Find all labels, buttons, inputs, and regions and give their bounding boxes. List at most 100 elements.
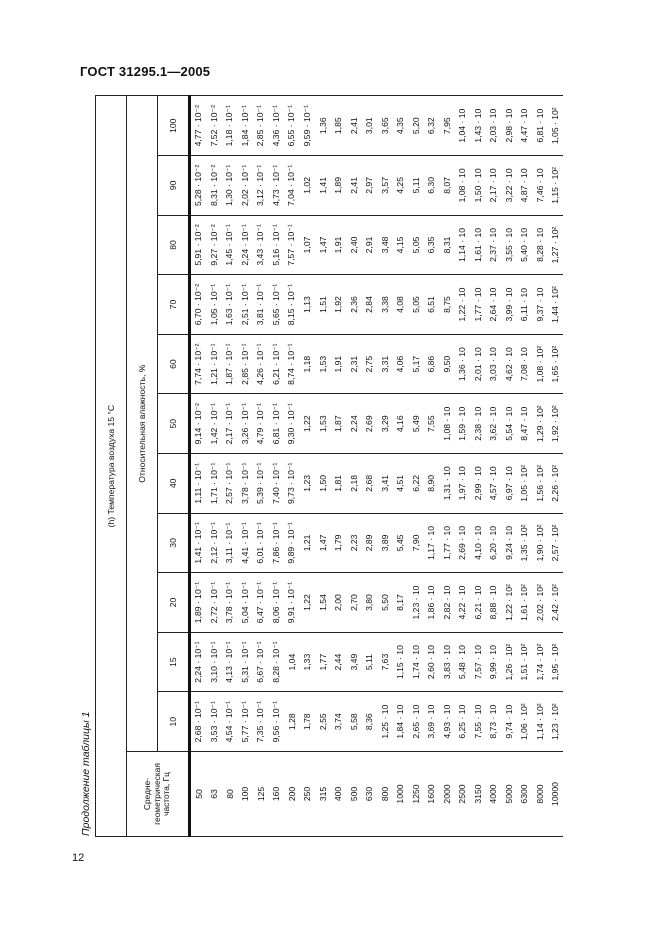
- attenuation-value-cell: 4,93 · 10: [439, 691, 455, 752]
- attenuation-value-cell: 6,21 · 10: [470, 572, 486, 633]
- frequency-header-text: Средне-геометрическая частота, Гц: [142, 763, 172, 825]
- attenuation-value-cell: 2,24: [346, 393, 362, 454]
- attenuation-value-cell: 1,53: [315, 334, 331, 394]
- frequency-cell: 2000: [439, 751, 455, 837]
- attenuation-value-cell: 7,74 · 10⁻²: [189, 334, 207, 394]
- attenuation-value-cell: 1,17 · 10: [423, 513, 439, 573]
- attenuation-value-cell: 5,65 · 10⁻¹: [268, 274, 284, 335]
- attenuation-value-cell: 2,02 · 10²: [532, 572, 548, 633]
- attenuation-value-cell: 1,27 · 10²: [547, 215, 563, 275]
- attenuation-value-cell: 1,91: [330, 215, 346, 275]
- table-row: 4000 8,73 · 10 9,99 · 10 8,88 · 10 6,20 · 10…: [485, 95, 501, 837]
- attenuation-value-cell: 5,31 · 10⁻¹: [237, 632, 253, 692]
- attenuation-value-cell: 9,99 · 10: [485, 632, 501, 692]
- humidity-column-header: 90: [157, 155, 190, 216]
- attenuation-value-cell: 2,68 · 10⁻¹: [189, 691, 207, 752]
- attenuation-value-cell: 2,57 · 10²: [547, 513, 563, 573]
- attenuation-value-cell: 2,55: [315, 691, 331, 752]
- attenuation-value-cell: 2,24 · 10⁻¹: [237, 215, 253, 275]
- attenuation-value-cell: 4,22 · 10: [454, 572, 470, 633]
- humidity-column-header: 30: [157, 513, 190, 573]
- frequency-cell: 80: [222, 751, 238, 837]
- humidity-column-header: 60: [157, 334, 190, 394]
- attenuation-value-cell: 3,22 · 10: [501, 155, 517, 216]
- page-number: 12: [72, 852, 85, 864]
- attenuation-value-cell: 5,48 · 10: [454, 632, 470, 692]
- table-row: 1000 1,84 · 10 1,15 · 10 8,17 5,45 4,51 4,16 4,…: [392, 95, 408, 837]
- attenuation-value-cell: 4,54 · 10⁻¹: [222, 691, 238, 752]
- attenuation-value-cell: 3,03 · 10: [485, 334, 501, 394]
- frequency-cell: 200: [284, 751, 300, 837]
- attenuation-value-cell: 1,18: [299, 334, 315, 394]
- attenuation-value-cell: 7,04 · 10⁻¹: [284, 155, 300, 216]
- humidity-column-header: 10: [157, 691, 190, 752]
- humidity-column-header: 20: [157, 572, 190, 633]
- attenuation-value-cell: 2,38 · 10: [470, 393, 486, 454]
- table-row: 125 7,35 · 10⁻¹ 6,67 · 10⁻¹ 6,47 · 10⁻¹ 6,01…: [253, 95, 269, 837]
- attenuation-value-cell: 1,74 · 10: [408, 632, 424, 692]
- attenuation-value-cell: 4,79 · 10⁻¹: [253, 393, 269, 454]
- attenuation-value-cell: 3,12 · 10⁻¹: [253, 155, 269, 216]
- attenuation-value-cell: 1,13: [299, 274, 315, 335]
- attenuation-value-cell: 2,03 · 10: [485, 95, 501, 156]
- attenuation-value-cell: 4,25: [392, 155, 408, 216]
- attenuation-value-cell: 1,74 · 10²: [532, 632, 548, 692]
- attenuation-value-cell: 7,86 · 10⁻¹: [268, 513, 284, 573]
- frequency-cell: 4000: [485, 751, 501, 837]
- attenuation-value-cell: 1,33: [299, 632, 315, 692]
- attenuation-value-cell: 4,26 · 10⁻¹: [253, 334, 269, 394]
- attenuation-value-cell: 9,74 · 10: [501, 691, 517, 752]
- attenuation-value-cell: 8,73 · 10: [485, 691, 501, 752]
- frequency-column-header: Средне-геометрическая частота, Гц: [126, 751, 190, 837]
- attenuation-value-cell: 5,20: [408, 95, 424, 156]
- attenuation-value-cell: 6,81 · 10⁻¹: [268, 393, 284, 454]
- attenuation-value-cell: 4,35: [392, 95, 408, 156]
- table-row: 500 5,58 3,49 2,70 2,23 2,18 2,24 2,31 2,36 2,40 2…: [346, 95, 362, 837]
- table-row: 2500 6,25 · 10 5,48 · 10 4,22 · 10 2,69 · 10…: [454, 95, 470, 837]
- attenuation-value-cell: 5,54 · 10: [501, 393, 517, 454]
- attenuation-value-cell: 2,01 · 10: [470, 334, 486, 394]
- frequency-cell: 630: [361, 751, 377, 837]
- attenuation-value-cell: 1,92 · 10²: [547, 393, 563, 454]
- table-body: 50 2,68 · 10⁻¹ 2,24 · 10⁻¹ 1,89 · 10⁻¹ 1,41 …: [189, 95, 563, 837]
- attenuation-value-cell: 9,56 · 10⁻¹: [268, 691, 284, 752]
- attenuation-value-cell: 1,04: [284, 632, 300, 692]
- attenuation-value-cell: 2,41: [346, 95, 362, 156]
- attenuation-value-cell: 8,28 · 10⁻¹: [268, 632, 284, 692]
- attenuation-value-cell: 1,05 · 10²: [547, 95, 563, 156]
- attenuation-value-cell: 3,41: [377, 453, 393, 514]
- attenuation-value-cell: 1,05 · 10⁻¹: [206, 274, 222, 335]
- attenuation-table: (h) Температура воздуха 15 °С Средне-гео…: [95, 95, 563, 837]
- attenuation-value-cell: 1,91: [330, 334, 346, 394]
- attenuation-value-cell: 1,29 · 10²: [532, 393, 548, 454]
- attenuation-value-cell: 7,55 · 10: [470, 691, 486, 752]
- frequency-cell: 250: [299, 751, 315, 837]
- attenuation-value-cell: 5,17: [408, 334, 424, 394]
- attenuation-value-cell: 5,50: [377, 572, 393, 633]
- attenuation-value-cell: 1,41 · 10⁻¹: [189, 513, 207, 573]
- table-row: 10000 1,23 · 10² 1,95 · 10² 2,42 · 10² 2,57 …: [547, 95, 563, 837]
- attenuation-value-cell: 1,08 · 10: [454, 155, 470, 216]
- attenuation-value-cell: 4,15: [392, 215, 408, 275]
- attenuation-value-cell: 8,31 · 10⁻²: [206, 155, 222, 216]
- attenuation-value-cell: 2,18: [346, 453, 362, 514]
- attenuation-value-cell: 1,87: [330, 393, 346, 454]
- attenuation-value-cell: 5,91 · 10⁻²: [189, 215, 207, 275]
- attenuation-value-cell: 5,49: [408, 393, 424, 454]
- humidity-column-header: 80: [157, 215, 190, 275]
- attenuation-value-cell: 6,22: [408, 453, 424, 514]
- attenuation-value-cell: 8,47 · 10: [516, 393, 532, 454]
- attenuation-value-cell: 5,40 · 10: [516, 215, 532, 275]
- attenuation-value-cell: 1,04 · 10: [454, 95, 470, 156]
- attenuation-value-cell: 1,77: [315, 632, 331, 692]
- attenuation-value-cell: 6,01 · 10⁻¹: [253, 513, 269, 573]
- attenuation-value-cell: 3,81 · 10⁻¹: [253, 274, 269, 335]
- attenuation-value-cell: 2,64 · 10: [485, 274, 501, 335]
- attenuation-value-cell: 3,01: [361, 95, 377, 156]
- attenuation-value-cell: 1,35 · 10²: [516, 513, 532, 573]
- attenuation-value-cell: 1,26 · 10²: [501, 632, 517, 692]
- humidity-column-header: 15: [157, 632, 190, 692]
- attenuation-value-cell: 2,75: [361, 334, 377, 394]
- attenuation-value-cell: 4,57 · 10: [485, 453, 501, 514]
- attenuation-value-cell: 1,78: [299, 691, 315, 752]
